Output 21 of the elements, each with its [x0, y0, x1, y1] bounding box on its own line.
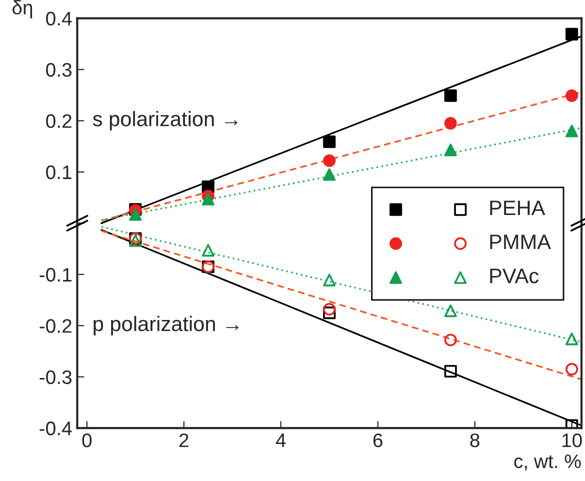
y-tick-label: -0.1 [40, 268, 72, 282]
legend-label: PVAc [490, 268, 539, 284]
x-tick-label: 0 [82, 433, 92, 448]
annotation: s polarization → [92, 111, 238, 130]
x-tick-label: 4 [276, 434, 286, 448]
y-tick-label: 0.4 [46, 12, 72, 26]
y-tick-label: -0.4 [40, 422, 72, 436]
x-tick-label: 6 [373, 433, 382, 448]
x-axis-title: c, wt. % [514, 454, 581, 470]
legend-label: PEHA [490, 200, 546, 216]
x-tick-label: 2 [179, 433, 188, 448]
x-tick-label: 8 [470, 433, 480, 448]
y-tick-label: -0.3 [40, 370, 72, 384]
annotation: p polarization → [94, 316, 239, 336]
legend-label: PMMA [490, 234, 551, 250]
y-tick-label: 0.3 [46, 62, 72, 77]
y-tick-label: 0.2 [46, 114, 72, 128]
y-tick-label: -0.2 [40, 319, 72, 333]
x-tick-label: 10 [562, 433, 582, 448]
y-axis-title: δη [12, 0, 32, 18]
y-tick-label: 0.1 [46, 165, 72, 180]
